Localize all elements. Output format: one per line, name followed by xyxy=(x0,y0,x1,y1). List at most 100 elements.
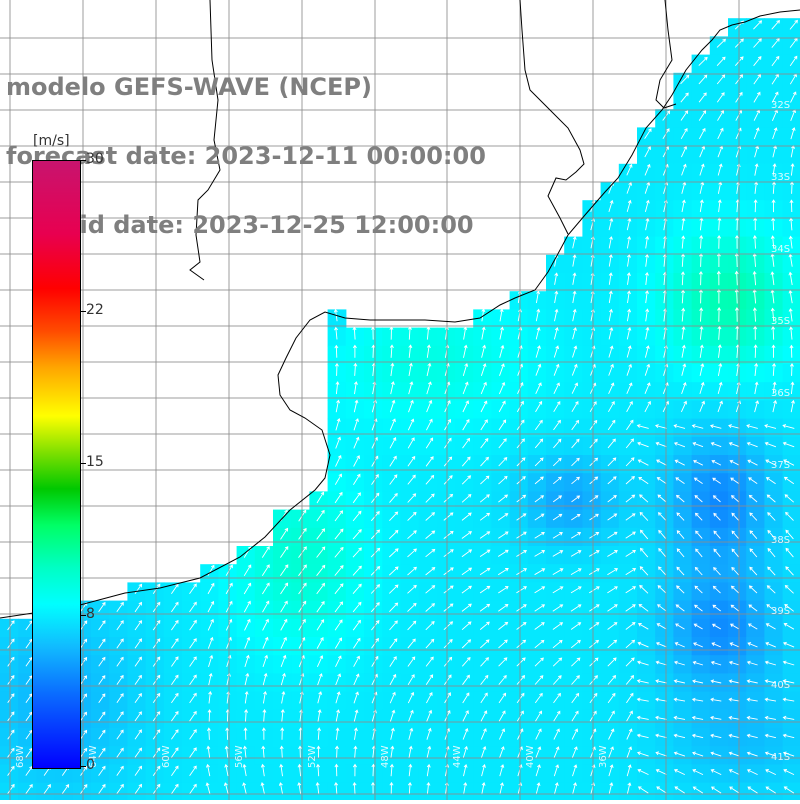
wind-arrow xyxy=(589,657,599,667)
wind-arrow xyxy=(553,438,562,449)
wind-arrow xyxy=(644,163,651,176)
wind-arrow xyxy=(626,728,633,740)
wind-arrow xyxy=(692,660,704,666)
wind-arrow xyxy=(425,621,435,631)
wind-arrow xyxy=(535,308,541,322)
wind-arrow xyxy=(637,623,649,630)
wind-arrow xyxy=(730,604,740,612)
wind-arrow xyxy=(626,272,631,285)
wind-arrow xyxy=(280,600,288,613)
wind-arrow xyxy=(316,491,325,504)
wind-arrow xyxy=(443,585,454,594)
wind-arrow xyxy=(189,747,197,758)
wind-arrow xyxy=(608,363,614,376)
wind-arrow xyxy=(790,399,795,413)
wind-arrow xyxy=(389,344,394,358)
wind-arrow xyxy=(425,603,436,612)
wind-speed-cell xyxy=(746,18,765,37)
latitude-label: 41S xyxy=(771,752,791,763)
wind-arrow xyxy=(335,381,340,395)
wind-arrow xyxy=(656,459,667,466)
wind-speed-cell xyxy=(728,54,747,74)
wind-arrow xyxy=(334,565,344,576)
wind-arrow xyxy=(694,512,703,521)
wind-arrow xyxy=(481,344,487,358)
wind-arrow xyxy=(748,604,758,612)
wind-arrow xyxy=(608,782,614,795)
wind-arrow xyxy=(498,456,508,467)
wind-arrow xyxy=(280,564,289,577)
wind-arrow xyxy=(352,326,357,340)
wind-arrow xyxy=(571,657,581,667)
wind-arrow xyxy=(443,475,453,485)
wind-arrow xyxy=(607,586,618,594)
longitude-label: 60W xyxy=(161,745,172,768)
wind-arrow xyxy=(785,511,794,521)
wind-arrow xyxy=(771,91,779,103)
wind-arrow xyxy=(784,494,794,503)
wind-arrow xyxy=(208,672,213,686)
wind-arrow xyxy=(728,769,740,776)
wind-arrow xyxy=(462,710,469,722)
wind-arrow xyxy=(673,697,686,702)
wind-arrow xyxy=(554,290,559,304)
wind-arrow xyxy=(676,512,685,521)
wind-arrow xyxy=(408,745,413,758)
wind-arrow xyxy=(636,424,649,429)
wind-arrow xyxy=(408,727,414,740)
wind-arrow xyxy=(389,691,396,704)
wind-arrow xyxy=(699,127,706,140)
wind-arrow xyxy=(481,326,486,340)
wind-arrow xyxy=(352,781,357,795)
wind-arrow xyxy=(280,636,287,649)
wind-arrow xyxy=(407,326,412,340)
wind-arrow xyxy=(589,532,600,539)
wind-arrow xyxy=(655,768,667,776)
wind-arrow xyxy=(498,674,507,685)
wind-speed-cell xyxy=(455,564,474,583)
wind-speed-cell xyxy=(182,582,201,602)
wind-arrow xyxy=(712,604,721,612)
wind-arrow xyxy=(625,568,637,576)
wind-arrow xyxy=(316,582,326,595)
wind-arrow xyxy=(695,548,703,558)
wind-arrow xyxy=(426,763,431,777)
wind-arrow xyxy=(728,424,740,429)
wind-arrow xyxy=(608,254,613,267)
wind-arrow xyxy=(244,709,249,722)
wind-arrow xyxy=(335,673,342,686)
wind-arrow xyxy=(171,692,179,704)
wind-arrow xyxy=(676,585,685,594)
wind-arrow xyxy=(753,127,760,140)
wind-arrow xyxy=(390,745,395,759)
wind-arrow xyxy=(644,199,650,213)
wind-arrow xyxy=(498,657,508,667)
wind-arrow xyxy=(675,623,685,630)
wind-arrow xyxy=(316,619,325,631)
wind-arrow xyxy=(746,715,758,720)
longitude-label: 44W xyxy=(452,745,463,768)
wind-arrow xyxy=(461,475,472,485)
wind-arrow xyxy=(752,307,757,322)
wind-arrow xyxy=(639,584,649,594)
wind-arrow xyxy=(572,308,577,322)
longitude-label: 48W xyxy=(380,745,391,768)
wind-arrow xyxy=(655,441,667,448)
wind-arrow xyxy=(334,745,339,759)
wind-arrow xyxy=(98,693,106,703)
wind-arrow xyxy=(262,582,270,595)
wind-arrow xyxy=(716,38,727,48)
wind-speed-cell xyxy=(618,673,638,693)
wind-arrow xyxy=(279,745,284,759)
wind-arrow xyxy=(352,492,361,504)
wind-arrow xyxy=(280,654,287,668)
wind-arrow xyxy=(734,270,739,286)
wind-arrow xyxy=(334,583,344,595)
wind-arrow xyxy=(463,326,468,340)
wind-arrow xyxy=(207,636,214,649)
wind-arrow xyxy=(570,550,582,557)
wind-arrow xyxy=(389,511,399,522)
wind-arrow xyxy=(134,729,142,740)
wind-arrow xyxy=(61,784,70,795)
wind-arrow xyxy=(636,733,649,739)
